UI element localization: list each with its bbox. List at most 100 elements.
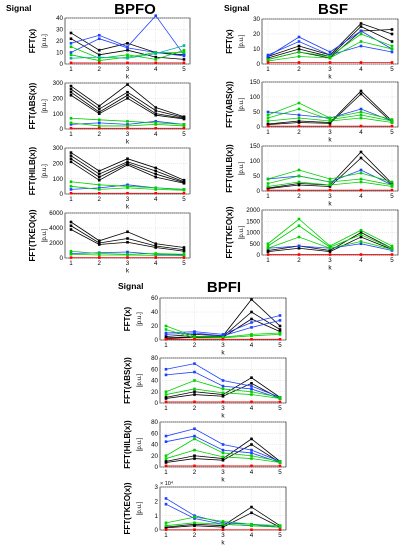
row-label: FFT(x) bbox=[225, 29, 234, 54]
data-point bbox=[97, 48, 101, 52]
data-point bbox=[359, 92, 363, 96]
y-tick-label: 300 bbox=[53, 80, 64, 87]
y-tick-label: 40 bbox=[151, 309, 158, 316]
data-point bbox=[164, 393, 168, 396]
series-line bbox=[164, 328, 282, 340]
data-point bbox=[297, 224, 301, 228]
data-point bbox=[193, 437, 196, 441]
data-point bbox=[182, 126, 186, 130]
data-point bbox=[69, 51, 73, 54]
data-point bbox=[221, 391, 225, 395]
y-tick-label: 40 bbox=[151, 378, 158, 385]
data-point bbox=[297, 61, 301, 64]
data-point bbox=[182, 191, 186, 195]
data-point bbox=[182, 48, 186, 52]
x-tick-label: 5 bbox=[390, 66, 394, 73]
panel-2: 0 50 100 150 1 2 3 4 5 k [p.u.] FFT(ABS(x)) bbox=[225, 79, 399, 144]
row-label: FFT(ABS(x)) bbox=[225, 81, 234, 128]
data-point bbox=[359, 61, 363, 64]
data-point bbox=[266, 116, 270, 120]
x-tick-label: 1 bbox=[69, 66, 73, 73]
data-point bbox=[328, 188, 332, 192]
x-tick-label: 2 bbox=[193, 532, 197, 539]
data-point bbox=[250, 451, 253, 455]
data-point bbox=[97, 59, 101, 62]
data-point bbox=[164, 333, 168, 336]
x-tick-label: 5 bbox=[278, 469, 282, 476]
data-point bbox=[359, 40, 363, 43]
y-tick-label: 2000 bbox=[246, 207, 260, 214]
data-point bbox=[126, 162, 129, 165]
data-point bbox=[154, 175, 158, 179]
data-point bbox=[154, 242, 158, 246]
data-point bbox=[69, 157, 73, 161]
data-point bbox=[221, 334, 225, 338]
data-point bbox=[69, 45, 73, 49]
data-point bbox=[69, 154, 73, 157]
x-tick-label: 3 bbox=[221, 469, 225, 476]
y-tick-label: 20 bbox=[253, 31, 260, 38]
data-point bbox=[164, 373, 168, 377]
x-tick-label: 2 bbox=[98, 66, 102, 73]
data-point bbox=[154, 256, 158, 259]
data-point bbox=[126, 53, 129, 57]
data-point bbox=[390, 32, 394, 36]
data-point bbox=[250, 454, 253, 458]
x-tick-label: 3 bbox=[221, 532, 225, 539]
y-tick-label: 0 bbox=[155, 527, 159, 534]
data-point bbox=[126, 191, 129, 195]
x-axis-label: k bbox=[328, 201, 332, 208]
data-point bbox=[69, 42, 73, 45]
data-point bbox=[126, 250, 129, 254]
data-point bbox=[126, 42, 129, 45]
y-tick-label: 20 bbox=[151, 453, 158, 460]
x-axis-label: k bbox=[126, 268, 130, 275]
x-axis-label: k bbox=[328, 74, 332, 81]
data-point bbox=[154, 61, 158, 65]
x-tick-label: 4 bbox=[250, 342, 254, 349]
data-point bbox=[359, 168, 363, 172]
data-point bbox=[250, 333, 253, 336]
data-point bbox=[182, 256, 186, 259]
data-point bbox=[193, 524, 196, 527]
data-point bbox=[126, 120, 129, 123]
data-point bbox=[266, 53, 270, 57]
data-point bbox=[250, 384, 253, 388]
data-point bbox=[278, 314, 282, 317]
data-point bbox=[164, 526, 168, 530]
x-tick-label: 2 bbox=[98, 131, 102, 138]
data-point bbox=[359, 235, 363, 239]
data-point bbox=[250, 400, 253, 404]
x-tick-label: 1 bbox=[266, 193, 270, 200]
data-point bbox=[97, 124, 101, 128]
y-tick-label: 0 bbox=[60, 126, 64, 133]
x-tick-label: 4 bbox=[359, 193, 363, 200]
chart-title: BPFO bbox=[114, 1, 156, 18]
series-line bbox=[266, 188, 394, 192]
data-point bbox=[359, 113, 363, 117]
data-point bbox=[164, 440, 168, 443]
y-tick-label: 20 bbox=[151, 389, 158, 396]
data-point bbox=[250, 376, 253, 379]
data-point bbox=[164, 497, 168, 500]
data-point bbox=[297, 180, 301, 184]
data-point bbox=[359, 89, 363, 93]
data-point bbox=[154, 188, 158, 191]
data-point bbox=[390, 119, 394, 123]
data-point bbox=[278, 330, 282, 333]
data-point bbox=[278, 319, 282, 322]
data-point bbox=[193, 521, 196, 525]
data-point bbox=[297, 188, 301, 192]
data-point bbox=[328, 183, 332, 187]
data-point bbox=[164, 400, 168, 404]
data-point bbox=[328, 50, 332, 54]
y-tick-label: 60 bbox=[151, 366, 158, 373]
data-point bbox=[266, 110, 270, 114]
y-tick-label: 3 bbox=[155, 484, 159, 491]
x-tick-label: 4 bbox=[154, 196, 158, 203]
data-point bbox=[390, 124, 394, 128]
data-point bbox=[69, 191, 73, 195]
series-line bbox=[164, 314, 282, 336]
